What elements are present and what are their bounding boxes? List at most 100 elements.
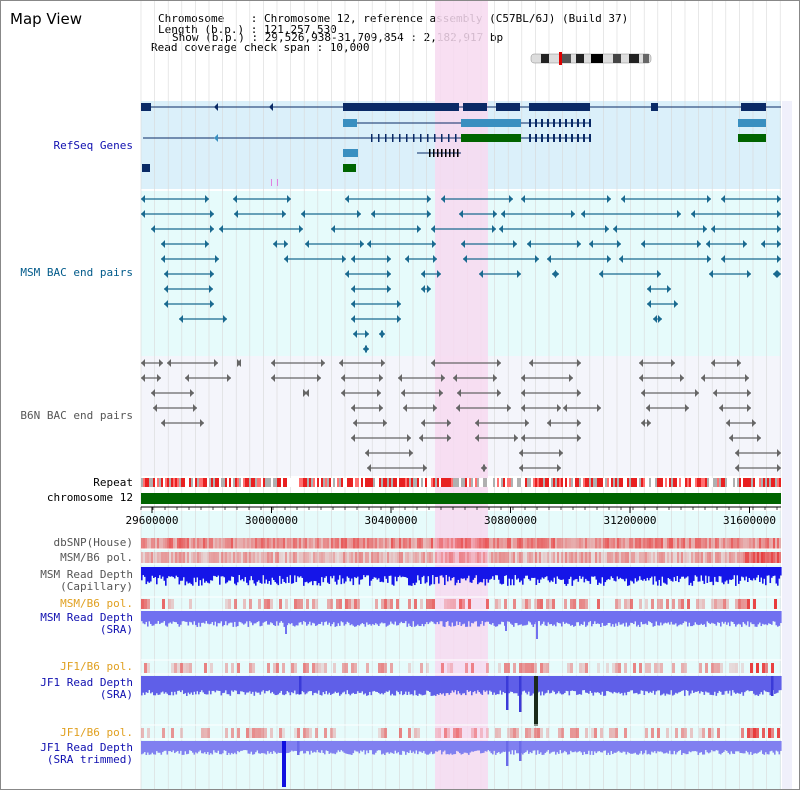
jf1-sra-depth-bin [595, 676, 598, 693]
msm-sra-depth-bin [367, 611, 370, 625]
jf1-sra-depth-bin [660, 676, 662, 696]
dbsnp-bin [315, 538, 317, 549]
jf1-sra-depth-bin [541, 676, 544, 692]
jf1-sra-depth-bin [627, 676, 629, 692]
repeat-element [381, 478, 383, 487]
b6n-bac-pair-end-marker [453, 374, 457, 382]
dbsnp-bin [173, 538, 175, 549]
track-label-jf1-b6-pol-1[interactable]: JF1/B6 pol. [60, 660, 133, 673]
track-label-jf1-depth-trimmed-1[interactable]: JF1 Read Depth [40, 741, 133, 754]
dbsnp-bin [535, 538, 537, 549]
dbsnp-bin [529, 538, 531, 549]
msm-bac-pair-end-marker [492, 225, 496, 233]
jf1-trimmed-depth-bin [508, 741, 511, 752]
msm-b6-pol-bin [291, 552, 293, 563]
repeat-element [763, 478, 765, 487]
msm-sra-depth-bin [597, 611, 599, 624]
dbsnp-bin [349, 538, 351, 549]
b6n-bac-pair-end-marker [407, 434, 411, 442]
repeat-element [489, 478, 491, 487]
jf1-sra-depth-bin [643, 676, 646, 695]
repeat-element [593, 478, 595, 487]
msm-bac-pair-end-marker [284, 240, 288, 248]
msm-sra-depth-bin [148, 611, 151, 622]
msm-sra-depth-bin [373, 611, 376, 626]
msm-capillary-depth-bin [430, 567, 433, 585]
msm-capillary-depth-bin [736, 567, 739, 576]
track-label-msm-bac[interactable]: MSM BAC end pairs [20, 266, 133, 279]
track-label-jf1-b6-pol-2[interactable]: JF1/B6 pol. [60, 726, 133, 739]
msm-b6-pol-bin [387, 552, 389, 563]
msm-b6-pol-bin [167, 552, 169, 563]
repeat-element [297, 478, 299, 487]
msm-capillary-depth-bin [409, 567, 412, 586]
msm-capillary-depth-bin [709, 567, 712, 582]
jf1-sra-depth-bin [724, 676, 727, 692]
track-label-jf1-depth-sra-1[interactable]: JF1 Read Depth [40, 676, 133, 689]
msm-sra-depth-bin [687, 611, 689, 627]
repeat-element [531, 478, 533, 487]
track-label-msm-depth-capillary-1[interactable]: MSM Read Depth [40, 568, 133, 581]
jf1-b6-pol2-bin [324, 728, 327, 738]
msm-sra-depth-bin [564, 611, 566, 624]
exon-tick [583, 134, 585, 142]
track-label-refseq[interactable]: RefSeq Genes [53, 139, 133, 152]
track-label-dbsnp[interactable]: dbSNP(House) [53, 536, 133, 549]
msm-bac-pair-end-marker [431, 225, 435, 233]
jf1-sra-depth-bin [291, 676, 293, 693]
jf1-sra-depth-bin [663, 676, 665, 694]
msm-capillary-depth-bin [315, 567, 317, 582]
msm-capillary-depth-bin [346, 567, 349, 577]
msm-b6-pol-bin [511, 552, 513, 563]
jf1-sra-depth-bin [640, 676, 643, 691]
jf1-trimmed-depth-bin [171, 741, 173, 753]
dbsnp-bin [507, 538, 509, 549]
dbsnp-bin [477, 538, 479, 549]
msm-capillary-depth-bin [688, 567, 691, 586]
msm-capillary-depth-bin [237, 567, 239, 583]
msm-b6-pol-bin [319, 552, 321, 563]
msm-sra-depth-bin [601, 611, 604, 623]
jf1-sra-depth-bin [427, 676, 430, 691]
msm-b6-pol-bin [659, 552, 661, 563]
track-label-msm-b6-pol-1[interactable]: MSM/B6 pol. [60, 551, 133, 564]
msm-capillary-depth-bin [633, 567, 635, 584]
jf1-trimmed-depth-bin [745, 741, 748, 751]
track-label-msm-depth-capillary-2: (Capillary) [60, 580, 133, 593]
repeat-element [495, 478, 497, 487]
jf1-trimmed-depth-bin [768, 741, 770, 755]
msm-b6-pol-bin [493, 552, 495, 563]
msm-capillary-depth-bin [550, 567, 553, 581]
jf1-sra-depth-bin [315, 676, 317, 693]
msm-b6-pol2-bin [630, 599, 633, 609]
msm-b6-pol-bin [185, 552, 187, 563]
track-label-repeat[interactable]: Repeat [93, 476, 133, 489]
msm-sra-depth-bin [472, 611, 475, 624]
msm-b6-pol-bin [613, 552, 615, 563]
jf1-sra-depth-bin [385, 676, 388, 692]
jf1-trimmed-depth-bin [663, 741, 665, 754]
msm-b6-pol-bin [529, 552, 531, 563]
track-label-b6n-bac[interactable]: B6N BAC end pairs [20, 409, 133, 422]
repeat-element [245, 478, 247, 487]
dbsnp-bin [297, 538, 299, 549]
track-label-msm-b6-pol-2[interactable]: MSM/B6 pol. [60, 597, 133, 610]
jf1-sra-depth-bin [312, 676, 314, 696]
repeat-element [505, 478, 507, 487]
track-label-msm-depth-sra-1[interactable]: MSM Read Depth [40, 611, 133, 624]
msm-bac-pair-end-marker [501, 210, 505, 218]
msm-sra-depth-bin [493, 611, 496, 626]
jf1-b6-pol2-bin [624, 728, 627, 738]
dbsnp-bin [641, 538, 643, 549]
msm-sra-depth-bin [780, 611, 782, 624]
jf1-trimmed-depth-bin [330, 741, 332, 753]
msm-capillary-depth-bin [150, 567, 152, 582]
dbsnp-bin [259, 538, 261, 549]
jf1-sra-depth-bin [523, 676, 526, 691]
msm-bac-pair-end-marker [421, 285, 425, 293]
jf1-trimmed-depth-bin [454, 741, 457, 755]
jf1-trimmed-depth-bin [750, 741, 752, 752]
msm-capillary-depth-bin [442, 567, 445, 578]
msm-capillary-depth-bin [372, 567, 374, 580]
